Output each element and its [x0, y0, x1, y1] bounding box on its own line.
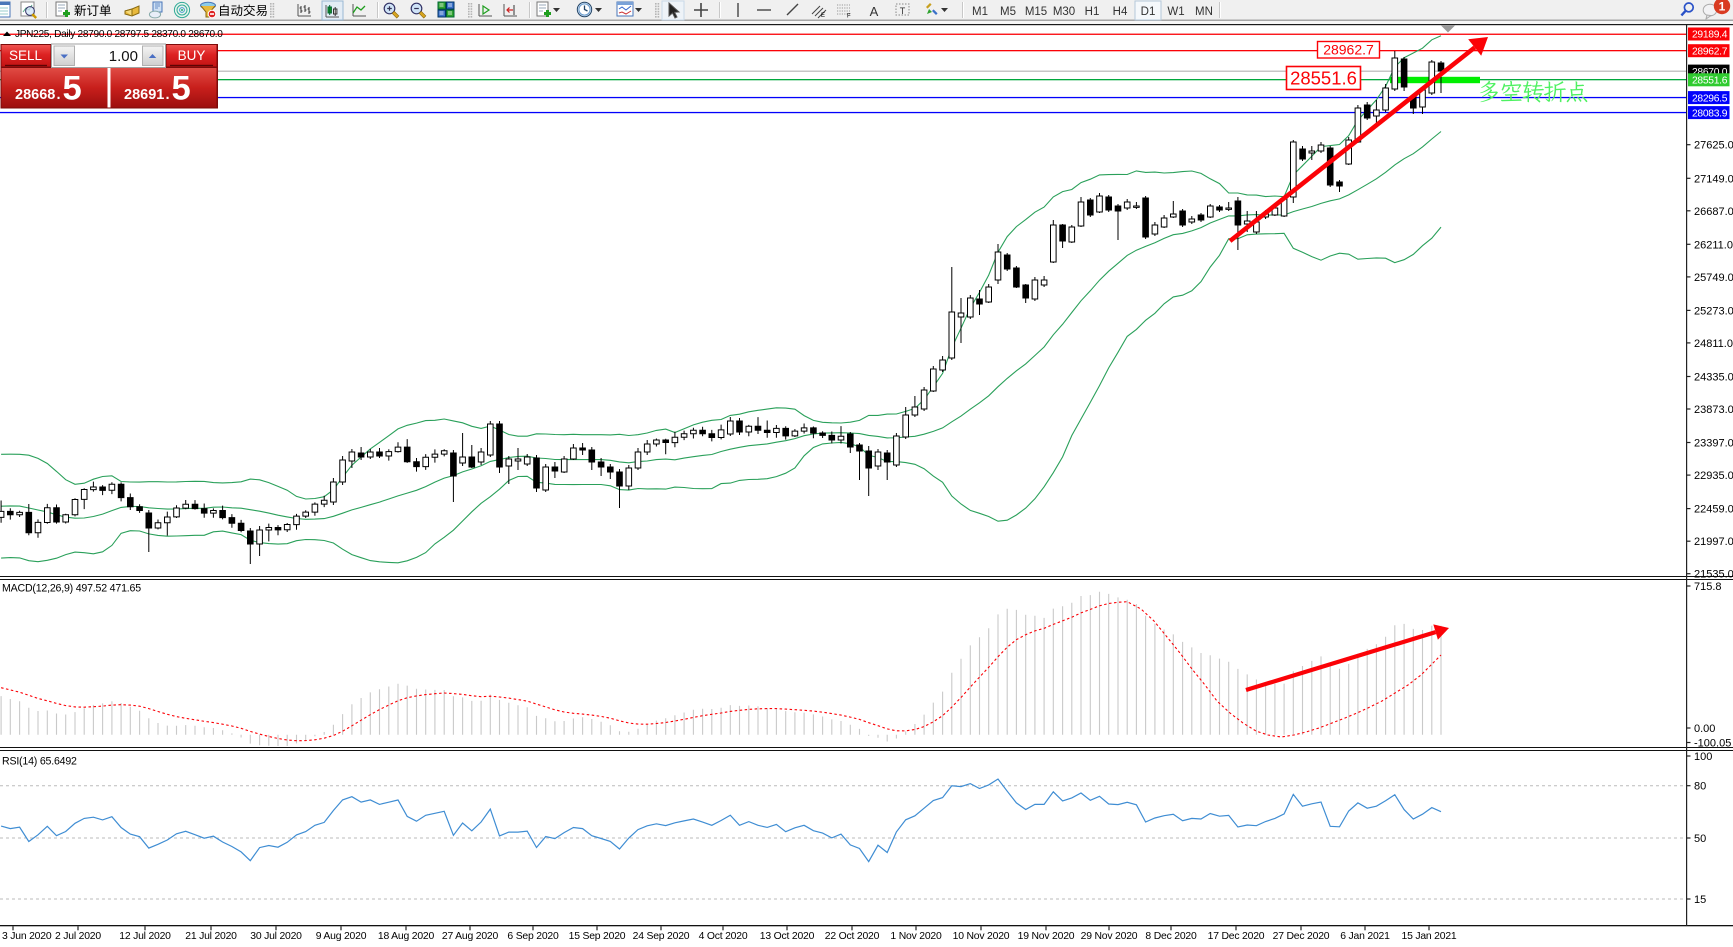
svg-text:1: 1	[1719, 0, 1726, 14]
svg-text:BUY: BUY	[178, 48, 206, 63]
svg-text:25273.0: 25273.0	[1694, 305, 1733, 317]
svg-text:27 Dec 2020: 27 Dec 2020	[1273, 931, 1330, 942]
svg-text:28962.7: 28962.7	[1323, 42, 1374, 58]
svg-text:MN: MN	[1195, 6, 1213, 18]
svg-text:50: 50	[1694, 833, 1706, 845]
svg-text:M15: M15	[1025, 6, 1047, 18]
svg-text:21997.0: 21997.0	[1694, 536, 1733, 548]
svg-text:28962.7: 28962.7	[1692, 46, 1728, 57]
svg-text:30 Jul 2020: 30 Jul 2020	[250, 931, 302, 942]
svg-text:25749.0: 25749.0	[1694, 272, 1733, 284]
svg-text:H4: H4	[1113, 6, 1128, 18]
svg-text:26211.0: 26211.0	[1694, 239, 1733, 251]
svg-text:-100.05: -100.05	[1694, 738, 1731, 750]
svg-text:19 Nov 2020: 19 Nov 2020	[1018, 931, 1075, 942]
svg-text:28551.6: 28551.6	[1692, 76, 1728, 87]
svg-text:28668: 28668	[15, 87, 55, 103]
svg-text:22935.0: 22935.0	[1694, 470, 1733, 482]
svg-text:21535.0: 21535.0	[1694, 569, 1733, 581]
svg-text:4 Oct 2020: 4 Oct 2020	[699, 931, 748, 942]
svg-text:28551.6: 28551.6	[1290, 68, 1357, 89]
svg-text:.: .	[57, 87, 61, 103]
svg-text:12 Jul 2020: 12 Jul 2020	[119, 931, 171, 942]
svg-text:28691: 28691	[124, 87, 164, 103]
svg-text:100: 100	[1694, 751, 1712, 763]
svg-text:24 Sep 2020: 24 Sep 2020	[633, 931, 690, 942]
svg-text:8 Dec 2020: 8 Dec 2020	[1145, 931, 1197, 942]
svg-text:29189.4: 29189.4	[1692, 30, 1728, 41]
svg-text:M1: M1	[972, 6, 988, 18]
svg-text:15 Jan 2021: 15 Jan 2021	[1402, 931, 1457, 942]
svg-text:29 Nov 2020: 29 Nov 2020	[1081, 931, 1138, 942]
svg-text:26687.0: 26687.0	[1694, 206, 1733, 218]
svg-text:2 Jul 2020: 2 Jul 2020	[55, 931, 101, 942]
svg-text:JPN225, Daily 28790.0 28797.5: JPN225, Daily 28790.0 28797.5 28370.0 28…	[15, 29, 223, 40]
svg-text:M30: M30	[1053, 6, 1075, 18]
svg-text:D1: D1	[1141, 6, 1156, 18]
svg-text:28083.9: 28083.9	[1692, 108, 1728, 119]
svg-text:15: 15	[1694, 894, 1706, 906]
svg-text:SELL: SELL	[9, 48, 43, 63]
svg-text:13 Oct 2020: 13 Oct 2020	[760, 931, 815, 942]
svg-text:M5: M5	[1000, 6, 1016, 18]
svg-text:T: T	[900, 6, 906, 16]
svg-text:27625.0: 27625.0	[1694, 140, 1733, 152]
svg-text:28670.0: 28670.0	[1692, 67, 1728, 78]
svg-text:18 Aug 2020: 18 Aug 2020	[378, 931, 435, 942]
svg-text:MACD(12,26,9) 497.52 471.65: MACD(12,26,9) 497.52 471.65	[2, 583, 141, 595]
svg-text:28296.5: 28296.5	[1692, 93, 1728, 104]
svg-text:21 Jul 2020: 21 Jul 2020	[185, 931, 237, 942]
svg-text:715.8: 715.8	[1694, 581, 1722, 593]
svg-text:22459.0: 22459.0	[1694, 504, 1733, 516]
svg-text:W1: W1	[1167, 6, 1184, 18]
svg-text:5: 5	[63, 70, 82, 108]
svg-text:A: A	[870, 4, 879, 19]
svg-text:1 Nov 2020: 1 Nov 2020	[890, 931, 942, 942]
svg-text:23873.0: 23873.0	[1694, 404, 1733, 416]
svg-text:6 Sep 2020: 6 Sep 2020	[507, 931, 559, 942]
svg-text:80: 80	[1694, 781, 1706, 793]
svg-text:.: .	[166, 87, 170, 103]
svg-text:15 Sep 2020: 15 Sep 2020	[569, 931, 626, 942]
svg-text:0.00: 0.00	[1694, 723, 1715, 735]
svg-text:9 Aug 2020: 9 Aug 2020	[316, 931, 367, 942]
svg-text:E: E	[821, 13, 825, 19]
svg-text:F: F	[847, 14, 851, 20]
svg-text:10 Nov 2020: 10 Nov 2020	[953, 931, 1010, 942]
svg-text:RSI(14) 65.6492: RSI(14) 65.6492	[2, 756, 77, 768]
svg-text:24811.0: 24811.0	[1694, 338, 1733, 350]
svg-text:24335.0: 24335.0	[1694, 371, 1733, 383]
svg-text:27 Aug 2020: 27 Aug 2020	[442, 931, 499, 942]
svg-text:22 Oct 2020: 22 Oct 2020	[825, 931, 880, 942]
svg-text:27149.0: 27149.0	[1694, 173, 1733, 185]
svg-text:5: 5	[172, 70, 191, 108]
svg-text:H1: H1	[1085, 6, 1100, 18]
svg-text:1.00: 1.00	[109, 48, 138, 65]
svg-text:23397.0: 23397.0	[1694, 438, 1733, 450]
svg-text:17 Dec 2020: 17 Dec 2020	[1208, 931, 1265, 942]
svg-text:6 Jan 2021: 6 Jan 2021	[1340, 931, 1390, 942]
svg-text:3 Jun 2020: 3 Jun 2020	[2, 931, 52, 942]
